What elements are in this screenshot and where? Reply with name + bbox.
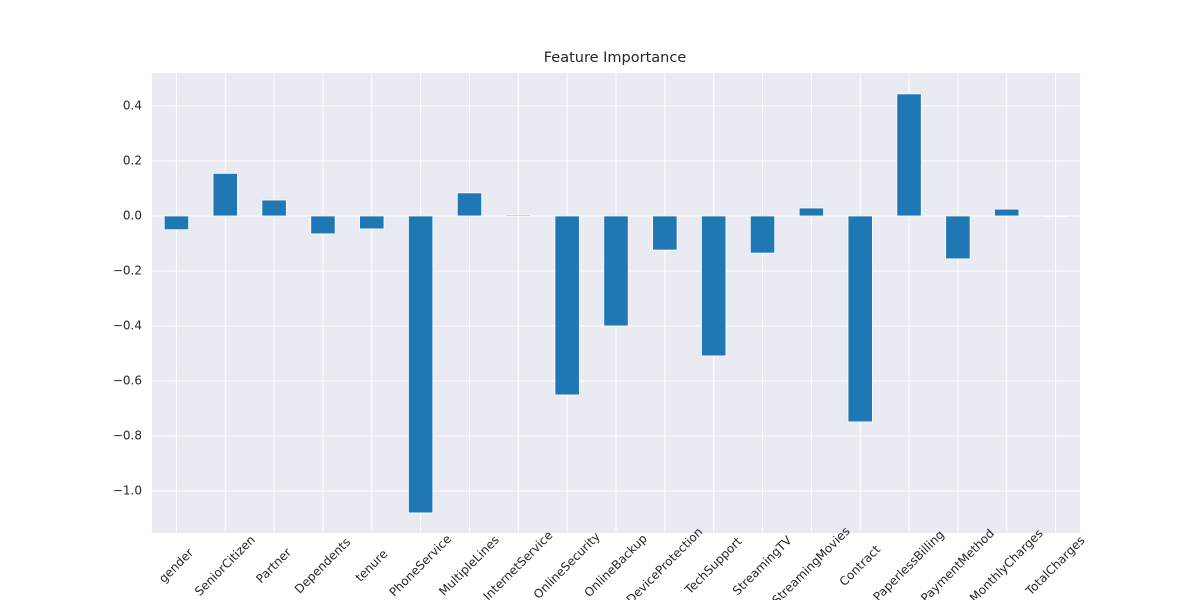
bar [749,215,776,254]
bar [798,207,824,217]
y-tick-label: 0.0 [123,208,142,222]
bar [212,172,238,217]
chart-title: Feature Importance [544,50,687,66]
bar [896,93,922,217]
x-tick-label: Contract [837,542,884,589]
bar [603,215,629,327]
x-tick-label: gender [156,546,196,586]
x-tick-label: SeniorCitizen [192,533,258,599]
bar [505,214,531,217]
bar [261,199,287,217]
bar [359,215,385,230]
y-tick-label: −0.4 [113,318,142,332]
bar [408,215,434,514]
bar [652,215,678,251]
y-tick-label: 0.2 [123,153,142,167]
x-tick-label: Partner [253,545,294,586]
bar [310,215,336,235]
x-tick-label: tenure [353,547,391,585]
y-tick-label: −0.6 [113,373,142,387]
x-tick-label: Dependents [292,535,353,596]
bar [163,215,190,231]
bar [554,215,580,396]
y-tick-label: −0.2 [113,263,142,277]
y-tick-label: −1.0 [113,483,142,497]
bar [994,208,1020,217]
bar [945,215,971,260]
y-tick-label: 0.4 [123,98,142,112]
bar [1042,215,1069,217]
bar [701,215,727,357]
y-tick-label: −0.8 [113,428,142,442]
bar [847,215,873,423]
bar [456,192,483,217]
